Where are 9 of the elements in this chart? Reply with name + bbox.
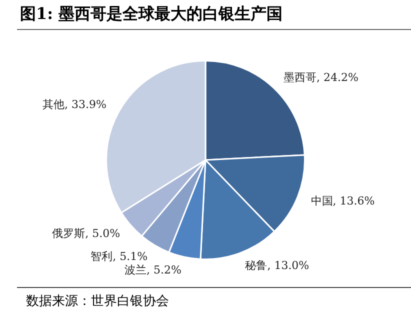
slice-label: 其他, 33.9% [42, 98, 106, 111]
slice-label: 秘鲁, 13.0% [245, 258, 310, 272]
slice-label: 墨西哥, 24.2% [284, 70, 358, 84]
slice-label: 智利, 5.1% [90, 250, 148, 264]
source-note: 数据来源：世界白银协会 [26, 293, 169, 310]
chart-title: 图1: 墨西哥是全球最大的白银生产国 [20, 4, 283, 25]
slice-label: 中国, 13.6% [310, 194, 375, 208]
slice-label: 波兰, 5.2% [124, 264, 182, 277]
slice-label: 俄罗斯, 5.0% [52, 227, 120, 240]
